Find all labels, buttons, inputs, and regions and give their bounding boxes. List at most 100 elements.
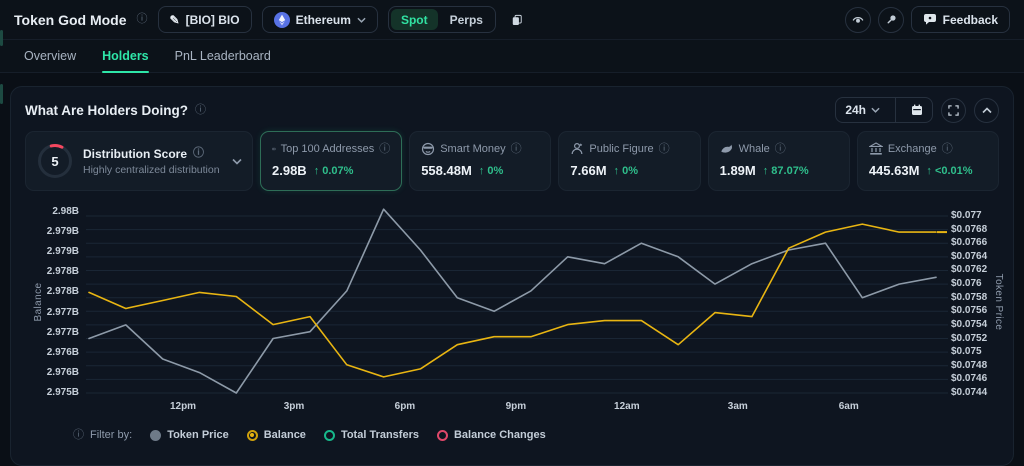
legend-balance[interactable]: Balance <box>247 429 306 441</box>
copy-icon <box>512 13 522 27</box>
tab-overview[interactable]: Overview <box>24 40 76 72</box>
y-tick-left: 2.978B <box>47 286 79 297</box>
info-icon: ⓘ <box>137 14 148 25</box>
tab-bar: Overview Holders PnL Leaderboard <box>0 40 1024 73</box>
x-tick: 9pm <box>494 401 538 412</box>
watchlist-button[interactable] <box>845 7 871 33</box>
stat-card-whale[interactable]: Whale ⓘ 1.89M ↑ 87.07% <box>708 131 850 191</box>
timeframe-select[interactable]: 24h <box>836 97 889 123</box>
collapse-button[interactable] <box>974 98 999 123</box>
left-edge-accent <box>0 30 3 46</box>
market-toggle: Spot Perps <box>388 6 496 33</box>
stat-change: ↑ 0% <box>614 165 638 177</box>
stat-card-public-figure[interactable]: Public Figure ⓘ 7.66M ↑ 0% <box>558 131 700 191</box>
total-transfers-dot-icon <box>324 430 335 441</box>
ethereum-icon <box>274 12 290 28</box>
whale-icon <box>720 142 734 156</box>
chevron-down-icon <box>871 107 880 113</box>
x-tick: 3am <box>716 401 760 412</box>
banknote-icon <box>272 142 276 156</box>
filter-by-label: Filter by: <box>90 429 132 441</box>
holders-panel: What Are Holders Doing? ⓘ 24h <box>10 86 1014 466</box>
copy-button[interactable] <box>506 7 528 33</box>
token-select-button[interactable]: ✎ [BIO] BIO <box>158 6 252 33</box>
info-icon: ⓘ <box>775 144 786 155</box>
y-tick-right: $0.0748 <box>951 360 987 371</box>
stat-cards-row: 5 Distribution Score ⓘ Highly centralize… <box>25 131 999 191</box>
legend-balance-changes[interactable]: Balance Changes <box>437 429 546 441</box>
smart-money-icon <box>421 142 435 156</box>
tab-pnl-leaderboard[interactable]: PnL Leaderboard <box>175 40 271 72</box>
y-tick-right: $0.0758 <box>951 292 987 303</box>
divider <box>895 97 896 123</box>
y-tick-right: $0.0746 <box>951 373 987 384</box>
chevron-down-icon <box>357 17 366 23</box>
y-tick-left: 2.979B <box>47 226 79 237</box>
left-edge-accent <box>0 84 3 104</box>
x-tick: 6am <box>827 401 871 412</box>
pin-button[interactable] <box>878 7 904 33</box>
pin-icon <box>885 14 897 26</box>
stat-value: 1.89M <box>720 163 756 178</box>
public-figure-icon <box>570 142 584 156</box>
info-icon: ⓘ <box>193 148 204 159</box>
tab-holders[interactable]: Holders <box>102 40 149 72</box>
fullscreen-button[interactable] <box>941 98 966 123</box>
legend-total-transfers[interactable]: Total Transfers <box>324 429 419 441</box>
stat-value: 558.48M <box>421 163 472 178</box>
y-tick-right: $0.075 <box>951 346 982 357</box>
y-tick-right: $0.0744 <box>951 387 987 398</box>
distribution-score-card[interactable]: 5 Distribution Score ⓘ Highly centralize… <box>25 131 253 191</box>
expand-icon <box>948 105 959 116</box>
y-tick-right: $0.0766 <box>951 237 987 248</box>
balance-changes-dot-icon <box>437 430 448 441</box>
chain-select[interactable]: Ethereum <box>262 6 378 33</box>
calendar-button[interactable] <box>902 97 932 123</box>
chart-svg[interactable] <box>86 201 948 401</box>
y-tick-left: 2.977B <box>47 307 79 318</box>
y-tick-right: $0.076 <box>951 278 982 289</box>
y-tick-right: $0.0764 <box>951 251 987 262</box>
stat-label: Smart Money <box>440 143 505 155</box>
y-tick-right: $0.0754 <box>951 319 987 330</box>
right-axis-title: Token Price <box>993 274 1004 331</box>
stat-card-exchange[interactable]: Exchange ⓘ 445.63M ↑ <0.01% <box>857 131 999 191</box>
y-tick-left: 2.979B <box>47 246 79 257</box>
feedback-button[interactable]: Feedback <box>911 6 1010 33</box>
chain-label: Ethereum <box>296 13 351 27</box>
y-tick-right: $0.077 <box>951 210 982 221</box>
exchange-icon <box>869 142 883 156</box>
legend-token-price[interactable]: Token Price <box>150 429 229 441</box>
left-axis-ticks: 2.98B2.979B2.979B2.978B2.978B2.977B2.977… <box>25 197 79 417</box>
stat-card-smart-money[interactable]: Smart Money ⓘ 558.48M ↑ 0% <box>409 131 551 191</box>
x-tick: 6pm <box>383 401 427 412</box>
stat-change: ↑ 87.07% <box>763 165 809 177</box>
token-label: [BIO] BIO <box>186 13 240 27</box>
stat-label: Public Figure <box>589 143 653 155</box>
x-axis-ticks: 12pm3pm6pm9pm12am3am6am <box>25 401 999 415</box>
y-tick-left: 2.98B <box>52 206 79 217</box>
stat-value: 445.63M <box>869 163 920 178</box>
stat-card-top-100-addresses[interactable]: Top 100 Addresses ⓘ 2.98B ↑ 0.07% <box>260 131 402 191</box>
y-tick-left: 2.975B <box>47 387 79 398</box>
stat-value: 7.66M <box>570 163 606 178</box>
y-tick-right: $0.0756 <box>951 305 987 316</box>
stat-value: 2.98B <box>272 163 307 178</box>
eye-icon <box>852 14 864 26</box>
holders-chart: Balance 2.98B2.979B2.979B2.978B2.978B2.9… <box>25 197 999 417</box>
info-icon: ⓘ <box>73 430 84 441</box>
perps-toggle[interactable]: Perps <box>440 9 493 30</box>
spot-toggle[interactable]: Spot <box>391 9 438 30</box>
info-icon: ⓘ <box>511 144 522 155</box>
stat-label: Top 100 Addresses <box>281 143 375 155</box>
stat-label: Whale <box>739 143 770 155</box>
stat-label: Exchange <box>888 143 937 155</box>
panel-title: What Are Holders Doing? <box>25 103 188 118</box>
balance-radio-icon <box>247 430 258 441</box>
distribution-score-title: Distribution Score <box>83 147 187 161</box>
chat-bubble-icon <box>923 13 937 26</box>
stat-change: ↑ 0% <box>479 165 503 177</box>
filter-bar: ⓘ Filter by: Token Price Balance Total T… <box>73 429 999 441</box>
feedback-label: Feedback <box>943 13 998 27</box>
distribution-score-subtitle: Highly centralized distribution <box>83 164 223 176</box>
